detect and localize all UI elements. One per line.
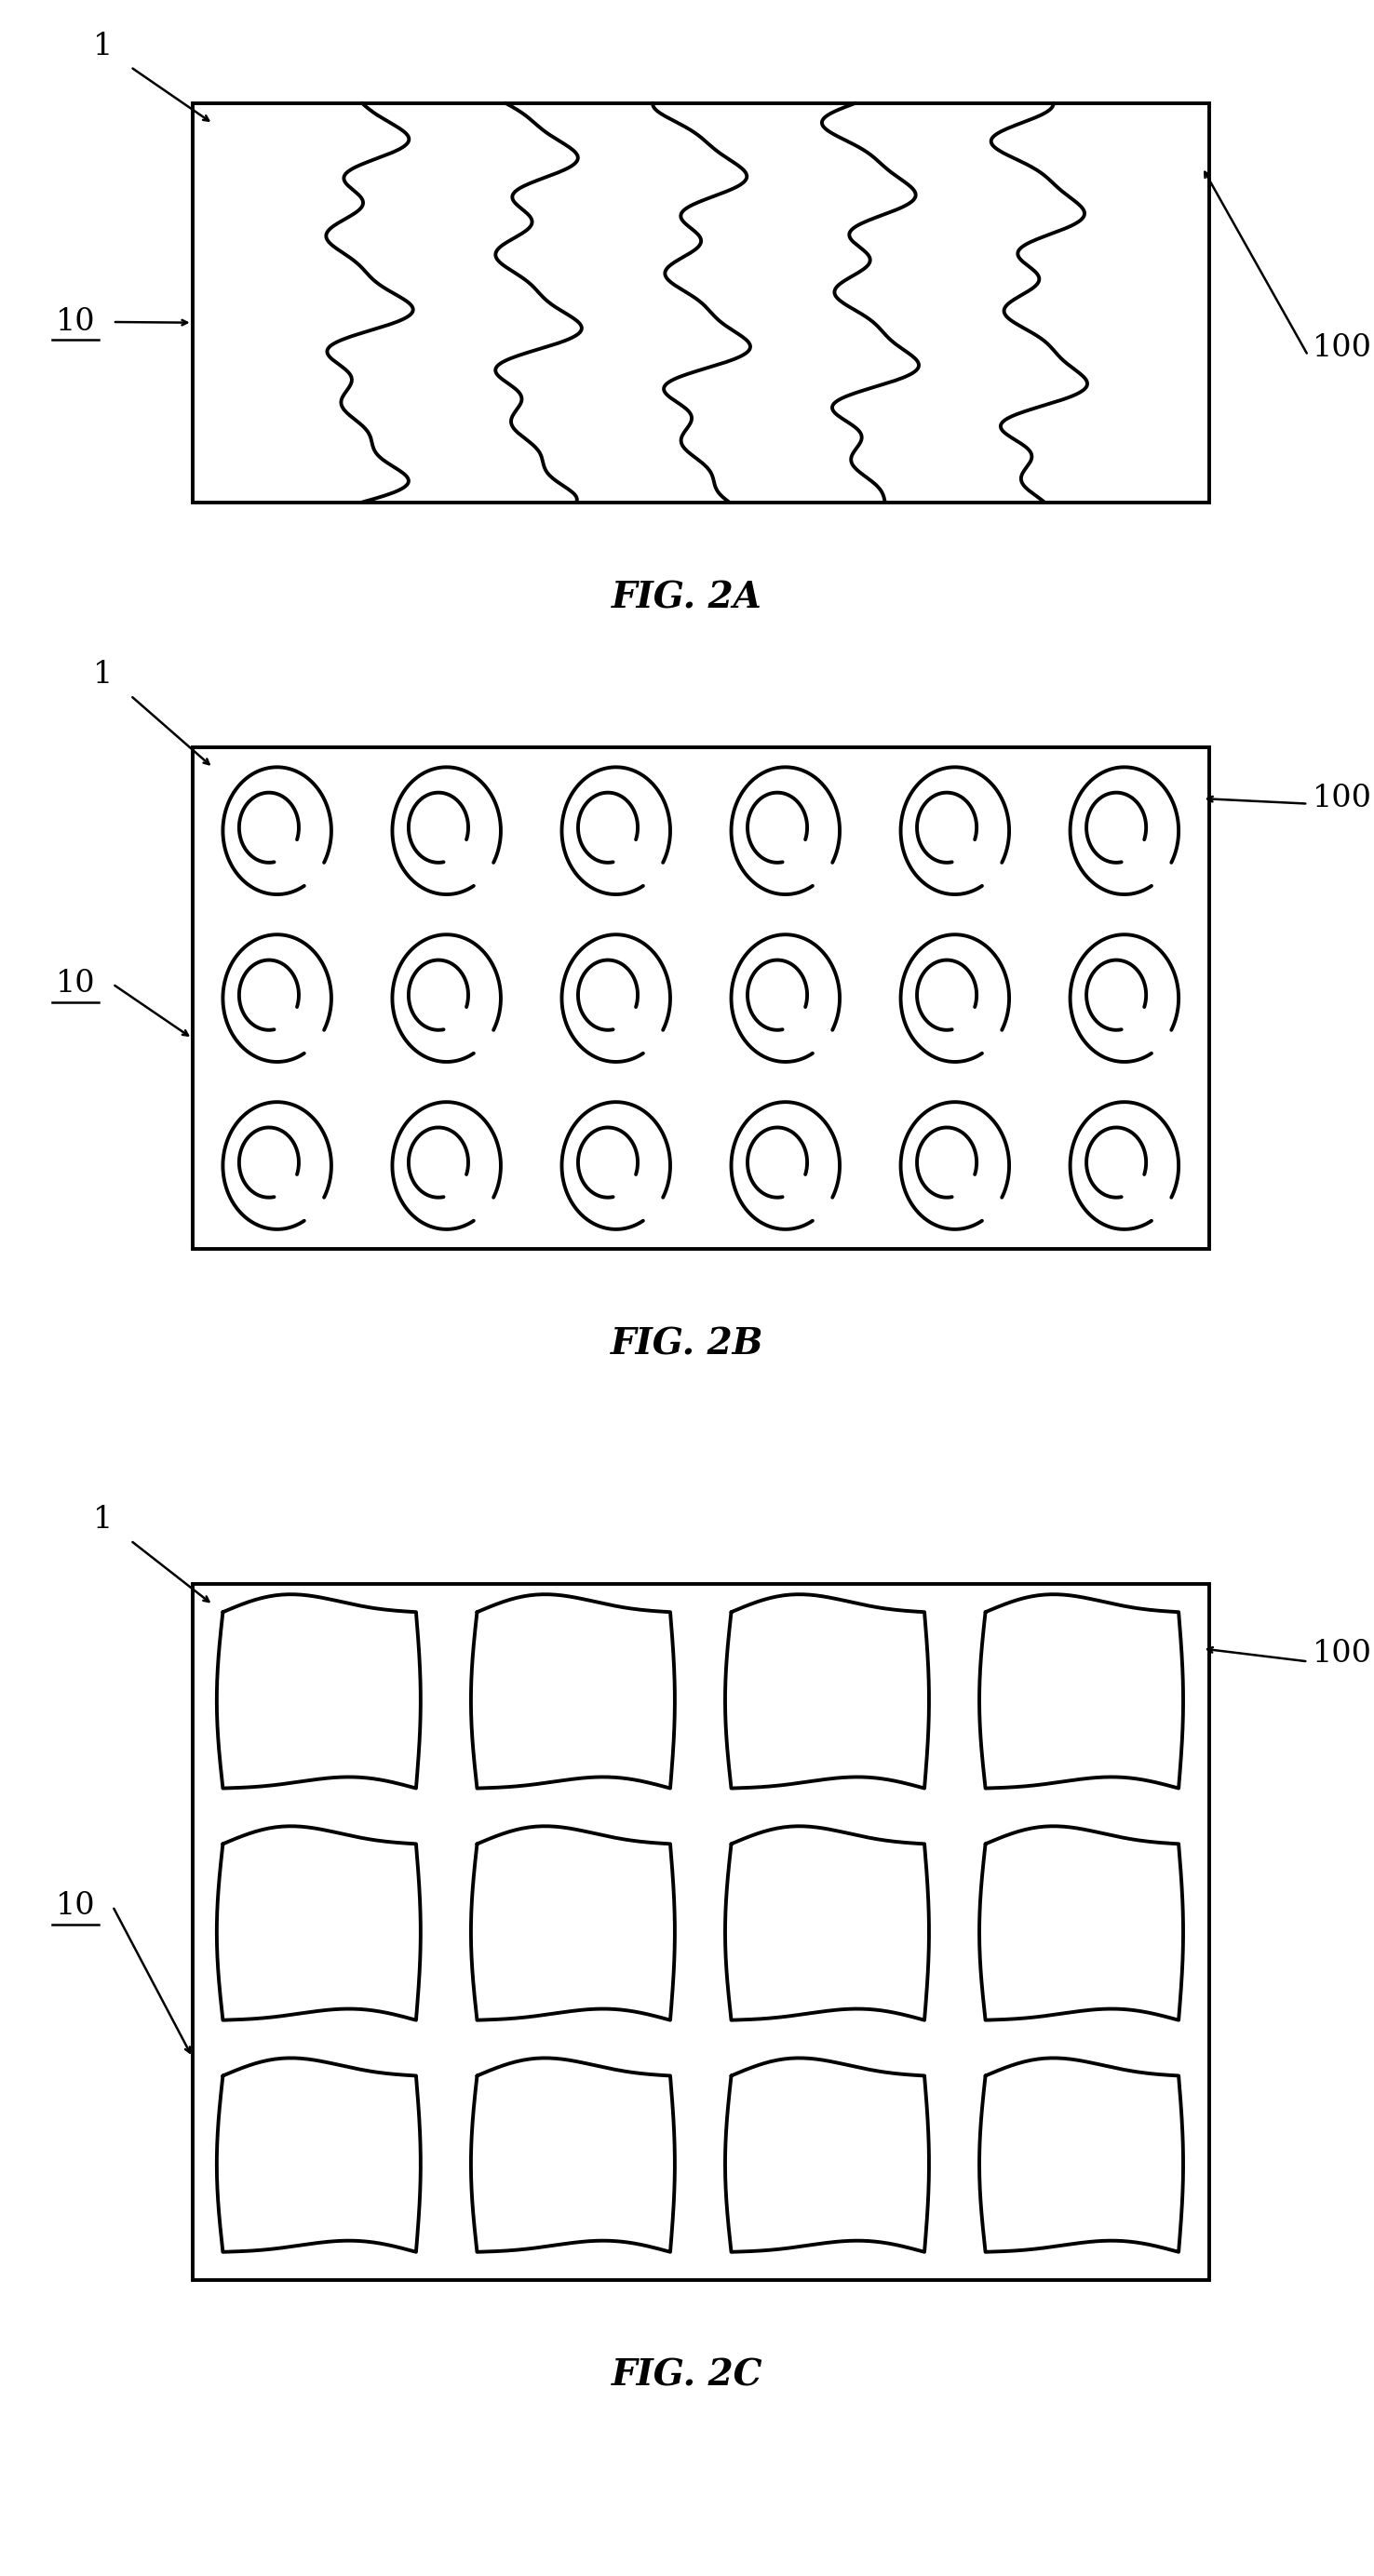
Bar	[192, 747, 1209, 1249]
Text: FIG. 2B: FIG. 2B	[610, 1327, 764, 1363]
Bar	[192, 1584, 1209, 2280]
Text: 1: 1	[93, 31, 113, 62]
Text: 1: 1	[93, 1504, 113, 1535]
Text: 10: 10	[56, 969, 95, 999]
Text: 10: 10	[56, 1891, 95, 1922]
Text: 100: 100	[1312, 332, 1371, 363]
Text: 100: 100	[1312, 783, 1371, 814]
Text: 1: 1	[93, 659, 113, 690]
Text: FIG. 2C: FIG. 2C	[611, 2357, 763, 2393]
Text: 100: 100	[1312, 1638, 1371, 1669]
Bar	[192, 103, 1209, 502]
Text: 10: 10	[56, 307, 95, 337]
Text: FIG. 2A: FIG. 2A	[611, 580, 763, 616]
